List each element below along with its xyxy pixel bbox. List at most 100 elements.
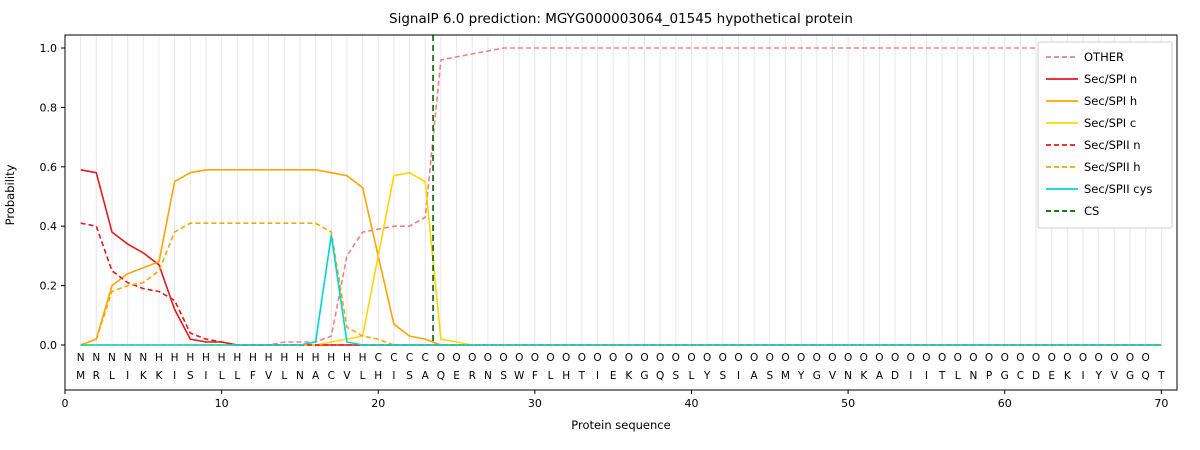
sequence-letter: V — [265, 370, 273, 382]
sequence-letter: I — [596, 370, 599, 382]
series-line-sec-spii-h — [80, 222, 1162, 346]
region-label: O — [672, 352, 680, 364]
region-label: O — [499, 352, 507, 364]
region-label: H — [171, 352, 179, 364]
y-tick-label: 0.4 — [40, 220, 58, 233]
region-label: O — [1126, 352, 1134, 364]
region-label: N — [92, 352, 100, 364]
sequence-letter: T — [938, 370, 946, 382]
region-label: H — [218, 352, 226, 364]
region-label: O — [922, 352, 930, 364]
chart-title: SignalP 6.0 prediction: MGYG000003064_01… — [389, 11, 853, 27]
region-label: O — [844, 352, 852, 364]
series-line-sec-spii-n — [80, 222, 1162, 346]
x-tick-label: 40 — [684, 397, 698, 410]
sequence-letter: N — [969, 370, 977, 382]
sequence-letter: R — [93, 370, 100, 382]
series-line-sec-spi-n — [80, 169, 1162, 346]
region-label: O — [766, 352, 774, 364]
region-label: O — [531, 352, 539, 364]
sequence-letter: Q — [656, 370, 664, 382]
region-label: O — [515, 352, 523, 364]
sequence-letter: Q — [1142, 370, 1150, 382]
sequence-letter: N — [296, 370, 304, 382]
region-label: O — [578, 352, 586, 364]
region-label: O — [1110, 352, 1118, 364]
sequence-letter: L — [955, 370, 961, 382]
region-label: H — [296, 352, 304, 364]
region-label: O — [1016, 352, 1024, 364]
sequence-letter: I — [173, 370, 176, 382]
series-line-sec-spii-cys — [80, 234, 1162, 346]
sequence-letter: K — [625, 370, 633, 382]
legend-label: Sec/SPI n — [1084, 72, 1137, 86]
y-tick-label: 1.0 — [40, 42, 58, 55]
sequence-letter: Y — [1094, 370, 1102, 382]
legend-label: Sec/SPII h — [1084, 160, 1141, 174]
series-line-sec-spi-h — [80, 169, 1162, 346]
region-label: O — [609, 352, 617, 364]
region-label: O — [969, 352, 977, 364]
sequence-letter: T — [578, 370, 586, 382]
y-tick-label: 0.8 — [40, 101, 58, 114]
legend-label: Sec/SPI c — [1084, 116, 1136, 130]
sequence-letter: L — [548, 370, 554, 382]
sequence-letter: S — [672, 370, 679, 382]
legend-label: Sec/SPII cys — [1084, 182, 1152, 196]
sequence-letter: C — [328, 370, 335, 382]
region-label: O — [468, 352, 476, 364]
region-label: O — [546, 352, 554, 364]
region-label: O — [797, 352, 805, 364]
region-label: N — [108, 352, 116, 364]
sequence-letter: V — [829, 370, 837, 382]
x-tick-label: 30 — [528, 397, 542, 410]
region-label: H — [155, 352, 163, 364]
sequence-letter: T — [1157, 370, 1165, 382]
sequence-letter: L — [219, 370, 225, 382]
region-label: H — [186, 352, 194, 364]
region-label: O — [813, 352, 821, 364]
sequence-letter: I — [392, 370, 395, 382]
region-label: O — [1095, 352, 1103, 364]
legend-label: OTHER — [1084, 50, 1124, 64]
sequence-letter: F — [250, 370, 256, 382]
region-label: O — [860, 352, 868, 364]
sequence-letter: M — [781, 370, 790, 382]
region-label: O — [452, 352, 460, 364]
region-label: N — [77, 352, 85, 364]
sequence-letter: L — [281, 370, 287, 382]
y-tick-label: 0.2 — [40, 280, 58, 293]
region-label: C — [375, 352, 382, 364]
region-label: O — [1032, 352, 1040, 364]
region-label: O — [938, 352, 946, 364]
sequence-letter: E — [453, 370, 460, 382]
sequence-letter: S — [406, 370, 413, 382]
region-label: O — [954, 352, 962, 364]
region-label: N — [124, 352, 132, 364]
region-label: C — [422, 352, 429, 364]
sequence-letter: I — [204, 370, 207, 382]
x-tick-label: 60 — [998, 397, 1012, 410]
sequence-letter: M — [76, 370, 85, 382]
sequence-letter: A — [876, 370, 884, 382]
y-tick-label: 0.0 — [40, 339, 58, 352]
region-label: O — [781, 352, 789, 364]
region-label: H — [202, 352, 210, 364]
legend-label: CS — [1084, 204, 1099, 218]
region-label: H — [233, 352, 241, 364]
sequence-letter: L — [109, 370, 115, 382]
region-label: O — [1079, 352, 1087, 364]
sequence-letter: W — [514, 370, 525, 382]
sequence-letter: P — [986, 370, 992, 382]
legend-label: Sec/SPII n — [1084, 138, 1141, 152]
sequence-letter: V — [1111, 370, 1119, 382]
region-label: O — [985, 352, 993, 364]
region-label: O — [1142, 352, 1150, 364]
region-label: O — [907, 352, 915, 364]
x-axis-label: Protein sequence — [571, 418, 670, 432]
legend-label: Sec/SPI h — [1084, 94, 1137, 108]
x-tick-label: 20 — [371, 397, 385, 410]
region-label: H — [327, 352, 335, 364]
region-label: N — [139, 352, 147, 364]
